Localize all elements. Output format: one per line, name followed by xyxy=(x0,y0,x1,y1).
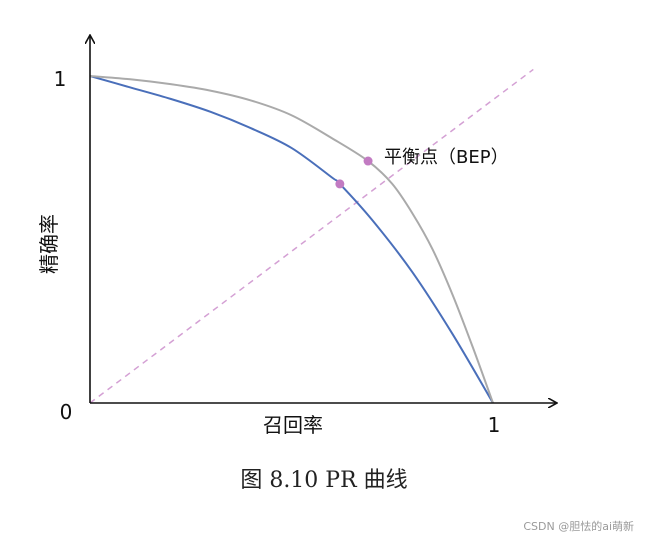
pr-curve-chart: 召回率 精确率 0 1 1 平衡点（BEP） xyxy=(37,0,648,437)
diagonal-reference-line xyxy=(89,68,534,404)
bep-annotation: 平衡点（BEP） xyxy=(384,147,509,168)
pr-curve-1 xyxy=(89,75,494,404)
figure-caption: 图 8.10 PR 曲线 xyxy=(240,468,408,493)
bep-point-2 xyxy=(363,156,373,166)
x-axis-label: 召回率 xyxy=(263,413,323,437)
x-tick-label-1: 1 xyxy=(488,413,501,437)
bep-point-1 xyxy=(335,179,345,189)
pr-curve-2 xyxy=(89,75,494,404)
y-axis-label: 精确率 xyxy=(37,214,61,274)
origin-tick-label: 0 xyxy=(60,400,73,424)
y-tick-label-1: 1 xyxy=(54,67,67,91)
watermark: CSDN @胆怯的ai萌新 xyxy=(523,520,634,533)
